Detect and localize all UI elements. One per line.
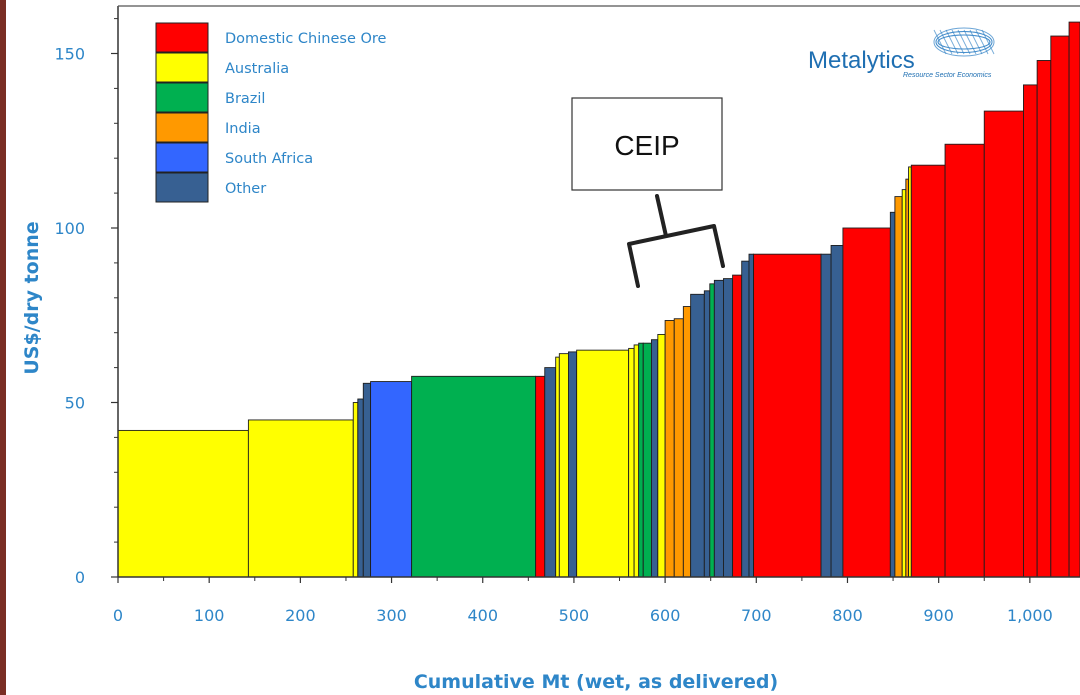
metalytics-logo: Metalytics Resource Sector Economics: [808, 28, 994, 79]
y-ticks: 0 50 100 150: [54, 19, 118, 587]
cost-curve-chart: 0 100 200 300 400 500 600 700 800 900 1,000 0 50 100…: [6, 0, 1080, 695]
bar-segment: [831, 245, 843, 577]
bar-segment: [911, 165, 945, 577]
bar-segment: [895, 197, 902, 577]
x-tick-label: 500: [559, 606, 590, 625]
bar-segment: [674, 319, 683, 577]
bar-segment: [984, 111, 1023, 577]
legend-label: India: [225, 121, 261, 137]
globe-grid-line: [952, 30, 964, 54]
bar-segment: [545, 368, 556, 577]
bar-segment: [371, 382, 412, 577]
bar-segment: [843, 228, 890, 577]
bar-segment: [658, 334, 665, 577]
x-tick-label: 200: [285, 606, 316, 625]
bar-segment: [643, 343, 651, 577]
bar-segment: [902, 190, 906, 577]
y-axis-title: US$/dry tonne: [21, 221, 43, 374]
legend-label: Brazil: [225, 91, 265, 107]
bar-segment: [639, 343, 644, 577]
legend-swatch: [156, 173, 208, 202]
bar-segment: [890, 212, 895, 577]
globe-grid-line: [958, 30, 970, 54]
bar-segment: [821, 254, 831, 577]
bar-segment: [536, 376, 545, 577]
legend-swatch: [156, 23, 208, 52]
bar-segment: [629, 348, 634, 577]
bar-segment: [665, 320, 674, 577]
bar-segment: [363, 383, 370, 577]
x-tick-label: 700: [741, 606, 772, 625]
x-axis-title: Cumulative Mt (wet, as delivered): [414, 671, 778, 693]
bar-segment: [1069, 22, 1080, 577]
bar-segment: [742, 261, 749, 577]
y-tick-label: 0: [75, 568, 85, 587]
x-ticks: 0 100 200 300 400 500 600 700 800 900 1,000: [113, 577, 1053, 625]
globe-grid-icon: [934, 28, 994, 56]
x-tick-label: 0: [113, 606, 123, 625]
bar-segment: [651, 340, 657, 577]
legend-swatch: [156, 113, 208, 142]
x-tick-label: 800: [832, 606, 863, 625]
bar-segment: [353, 403, 358, 578]
bar-segment: [1051, 36, 1069, 577]
x-tick-label: 1,000: [1007, 606, 1053, 625]
bar-segment: [559, 354, 568, 577]
ceip-callout: CEIP: [572, 98, 723, 286]
bar-segment: [704, 291, 709, 577]
legend-swatch: [156, 53, 208, 82]
bar-segment: [358, 399, 363, 577]
bar-segment: [749, 254, 754, 577]
x-tick-label: 100: [194, 606, 225, 625]
y-tick-label: 50: [65, 394, 85, 413]
bar-segment: [710, 284, 715, 577]
x-tick-label: 300: [376, 606, 407, 625]
bar-segment: [714, 280, 723, 577]
legend-label: South Africa: [225, 151, 313, 167]
y-tick-label: 150: [54, 45, 85, 64]
x-tick-label: 900: [923, 606, 954, 625]
x-tick-label: 400: [467, 606, 498, 625]
brand-tagline: Resource Sector Economics: [903, 72, 992, 79]
bar-segment: [118, 430, 248, 577]
bar-segment: [683, 307, 690, 577]
legend-label: Other: [225, 181, 266, 197]
legend-swatch: [156, 83, 208, 112]
bar-segment: [577, 350, 629, 577]
bar-segment: [556, 357, 560, 577]
legend-label: Domestic Chinese Ore: [225, 31, 387, 47]
brand-name: Metalytics: [808, 47, 915, 74]
bar-segment: [945, 144, 984, 577]
callout-bracket: [629, 196, 723, 286]
bar-segment: [754, 254, 821, 577]
bar-segment: [723, 279, 732, 577]
legend-swatch: [156, 143, 208, 172]
bar-segment: [412, 376, 536, 577]
y-tick-label: 100: [54, 219, 85, 238]
bar-segment: [248, 420, 353, 577]
bar-segment: [1023, 85, 1037, 577]
x-tick-label: 600: [650, 606, 681, 625]
bar-segment: [733, 275, 742, 577]
callout-label: CEIP: [614, 130, 679, 161]
bar-segment: [1037, 60, 1051, 577]
legend-label: Australia: [225, 61, 289, 77]
bar-segment: [691, 294, 705, 577]
bar-segment: [568, 352, 576, 577]
bar-segment: [634, 345, 639, 577]
legend: Domestic Chinese Ore Australia Brazil India…: [156, 23, 387, 202]
chart-panel: 0 100 200 300 400 500 600 700 800 900 1,000 0 50 100…: [6, 0, 1080, 695]
globe-grid-line: [964, 30, 976, 54]
